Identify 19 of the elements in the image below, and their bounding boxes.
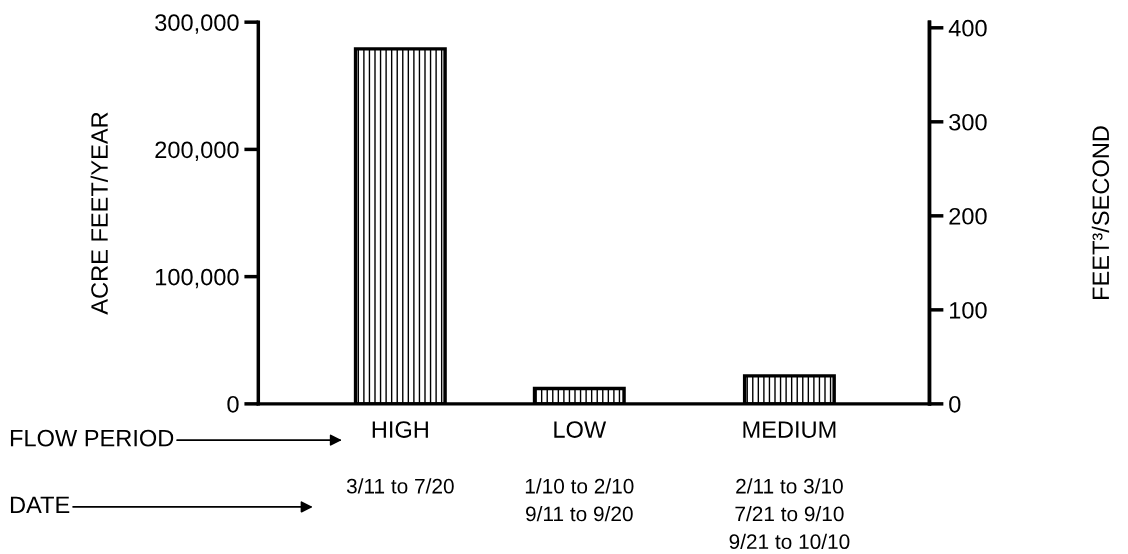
y2-tick-label: 200: [949, 207, 987, 225]
y-tick-label: 200,000: [155, 141, 239, 161]
y2-tick-label: 0: [949, 395, 961, 413]
y2-tick-label: 300: [949, 113, 987, 131]
text: DATE: [10, 496, 70, 514]
text: 2/11 to 3/10 7/21 to 9/10 9/21 to 10/10: [729, 478, 850, 550]
y2-axis-title: FEET³/SECOND: [1091, 126, 1110, 299]
y-axis-title: ACRE FEET/YEAR: [90, 112, 108, 315]
y-tick-label: 0: [227, 395, 239, 413]
text: FLOW PERIOD: [10, 429, 174, 447]
y-tick-label: 300,000: [155, 14, 239, 34]
y-tick-label: 100,000: [156, 268, 239, 289]
y2-tick-label: 100: [950, 301, 987, 319]
x-tick-label: HIGH: [372, 421, 428, 438]
x-tick-label: MEDIUM: [743, 421, 836, 438]
text: 3/11 to 7/20: [346, 478, 454, 494]
text: 1/10 to 2/10 9/11 to 9/20: [525, 478, 634, 522]
y2-tick-label: 400: [948, 19, 987, 37]
x-tick-label: LOW: [554, 421, 607, 438]
